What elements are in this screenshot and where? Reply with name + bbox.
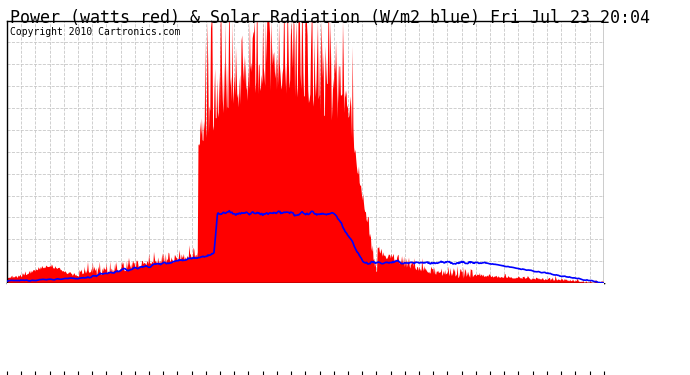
Text: Grid Power (watts red) & Solar Radiation (W/m2 blue) Fri Jul 23 20:04: Grid Power (watts red) & Solar Radiation… <box>0 9 651 27</box>
Text: Copyright 2010 Cartronics.com: Copyright 2010 Cartronics.com <box>10 27 180 37</box>
